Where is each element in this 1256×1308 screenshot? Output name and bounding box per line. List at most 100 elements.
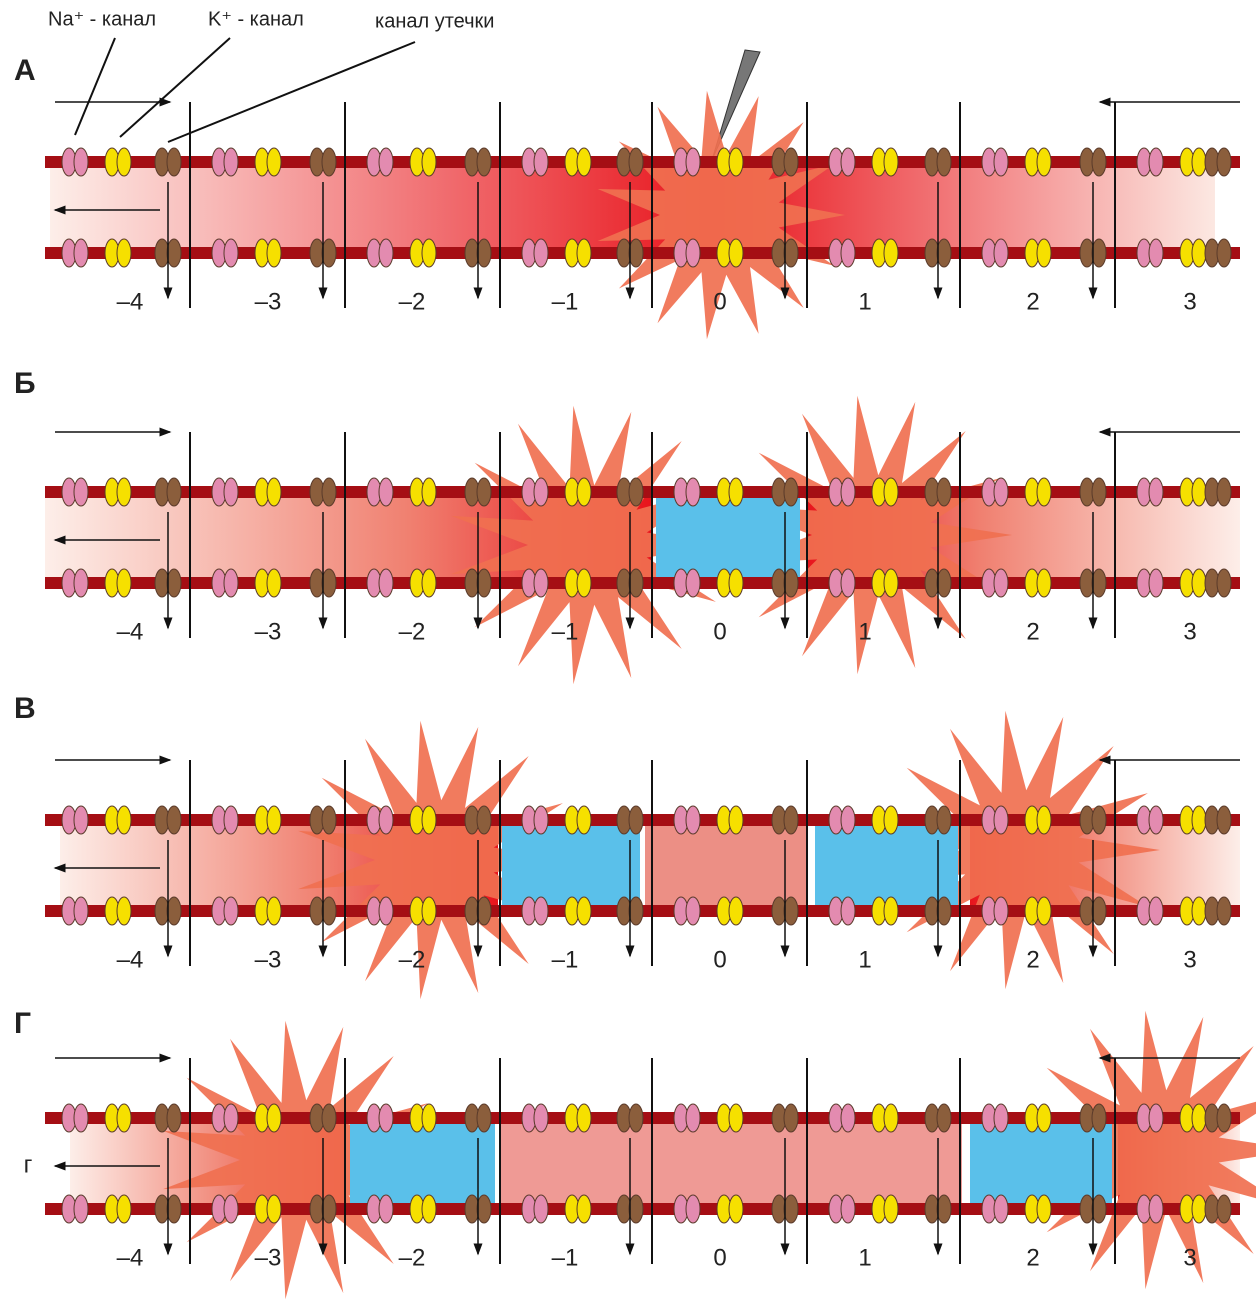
channel xyxy=(840,805,856,835)
action-potential xyxy=(298,720,575,1000)
channel xyxy=(73,1103,89,1133)
segment-label: –4 xyxy=(117,288,144,315)
channel xyxy=(378,238,394,268)
channel xyxy=(166,1194,182,1224)
channel xyxy=(685,477,701,507)
channel xyxy=(936,1103,952,1133)
channel xyxy=(378,805,394,835)
channel xyxy=(476,805,492,835)
channel xyxy=(936,568,952,598)
channel xyxy=(421,1103,437,1133)
channel xyxy=(685,1194,701,1224)
channel xyxy=(783,568,799,598)
channel xyxy=(73,1194,89,1224)
channel xyxy=(1191,477,1207,507)
side-label: г xyxy=(24,1151,33,1178)
segment-label: –3 xyxy=(255,288,282,315)
action-potential xyxy=(735,395,1012,675)
channel xyxy=(266,477,282,507)
segment-label: 1 xyxy=(858,946,871,973)
channel xyxy=(728,1103,744,1133)
panel-letter: Б xyxy=(14,367,36,400)
action-potential xyxy=(451,405,728,685)
channel xyxy=(728,477,744,507)
channel xyxy=(533,147,549,177)
channel xyxy=(1148,1194,1164,1224)
channel xyxy=(993,896,1009,926)
channel xyxy=(223,1103,239,1133)
channel xyxy=(223,238,239,268)
channel xyxy=(476,477,492,507)
channel xyxy=(1148,568,1164,598)
channel xyxy=(378,1194,394,1224)
channel xyxy=(1216,147,1232,177)
channel xyxy=(421,896,437,926)
segment-label: 2 xyxy=(1026,288,1039,315)
channel xyxy=(728,1194,744,1224)
channel xyxy=(116,896,132,926)
channel xyxy=(476,1103,492,1133)
channel xyxy=(576,147,592,177)
channel xyxy=(883,477,899,507)
segment-label: 2 xyxy=(1026,618,1039,645)
channel xyxy=(166,477,182,507)
channel xyxy=(576,896,592,926)
channel xyxy=(73,896,89,926)
channel xyxy=(936,147,952,177)
channel xyxy=(883,147,899,177)
segment-label: –3 xyxy=(255,1244,282,1271)
channel xyxy=(628,477,644,507)
segment-label: –3 xyxy=(255,618,282,645)
channel xyxy=(266,1194,282,1224)
channel xyxy=(166,238,182,268)
channel xyxy=(783,238,799,268)
channel xyxy=(116,1103,132,1133)
channel xyxy=(936,896,952,926)
segment-label: 1 xyxy=(858,1244,871,1271)
channel xyxy=(476,147,492,177)
channel xyxy=(533,805,549,835)
panel: Г –4 –3 –2 –1 0 1 2 3 г xyxy=(14,1007,1256,1300)
channel xyxy=(1148,238,1164,268)
channel xyxy=(223,477,239,507)
channel xyxy=(421,805,437,835)
channel xyxy=(321,1103,337,1133)
channel xyxy=(533,568,549,598)
segment-label: 0 xyxy=(713,618,726,645)
segment-label: 3 xyxy=(1183,946,1196,973)
segment-label: 3 xyxy=(1183,618,1196,645)
refractory xyxy=(815,820,958,911)
channel xyxy=(116,1194,132,1224)
channel xyxy=(1191,1194,1207,1224)
segment-label: 0 xyxy=(713,1244,726,1271)
channel xyxy=(476,238,492,268)
channel xyxy=(628,805,644,835)
channel xyxy=(266,147,282,177)
channel xyxy=(1191,147,1207,177)
channel xyxy=(1148,896,1164,926)
channel xyxy=(533,896,549,926)
channel xyxy=(223,147,239,177)
channel xyxy=(993,805,1009,835)
channel xyxy=(576,568,592,598)
channel xyxy=(883,896,899,926)
segment-label: 3 xyxy=(1183,288,1196,315)
channel xyxy=(883,1194,899,1224)
channel xyxy=(685,238,701,268)
channel xyxy=(476,568,492,598)
channel xyxy=(533,238,549,268)
channel xyxy=(1091,805,1107,835)
channel xyxy=(116,238,132,268)
panel: Б –4 –3 –2 –1 0 1 2 3 xyxy=(14,367,1240,685)
segment-label: 1 xyxy=(858,288,871,315)
channel xyxy=(840,1194,856,1224)
channel xyxy=(1091,568,1107,598)
channel xyxy=(576,805,592,835)
channel xyxy=(1036,896,1052,926)
action-potential xyxy=(1023,1010,1256,1290)
channel xyxy=(166,805,182,835)
channel xyxy=(783,805,799,835)
channel xyxy=(883,568,899,598)
segment-label: 3 xyxy=(1183,1244,1196,1271)
channel xyxy=(1036,238,1052,268)
